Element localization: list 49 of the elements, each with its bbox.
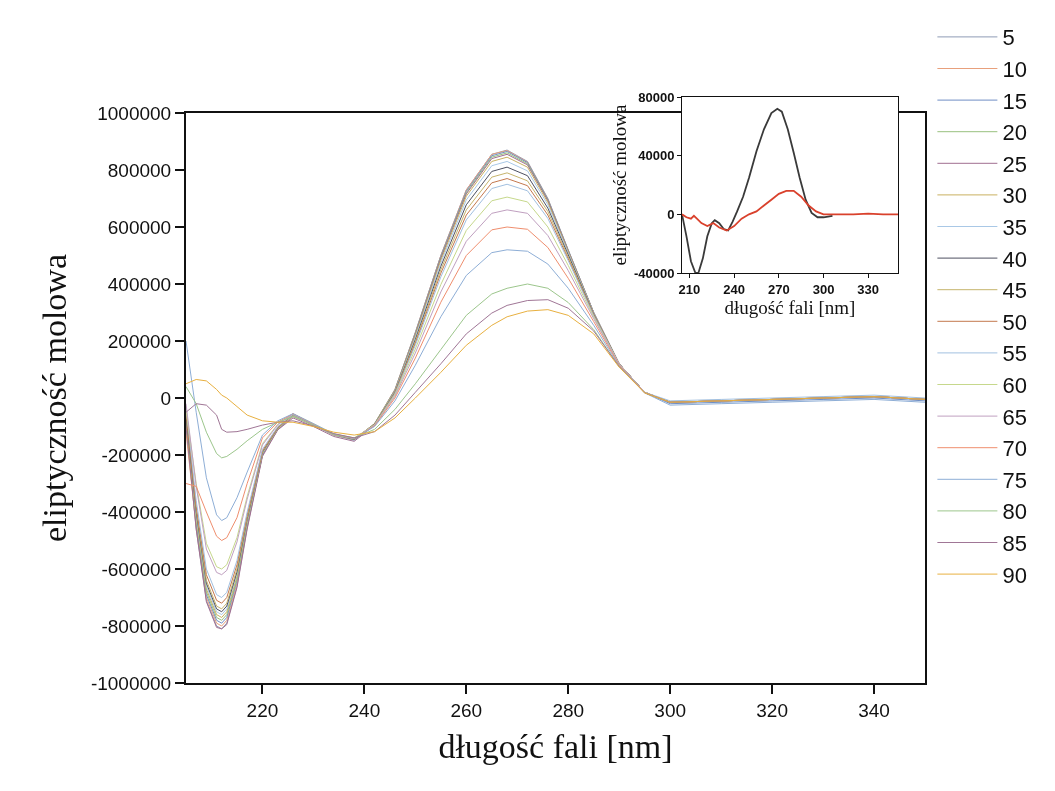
y-tick-label: 80000 bbox=[638, 89, 675, 105]
y-tick-label: 200000 bbox=[107, 330, 172, 352]
y-tick-label: -400000 bbox=[101, 501, 172, 523]
legend-label: 65 bbox=[1002, 404, 1027, 430]
y-tick-label: 800000 bbox=[107, 159, 172, 181]
legend-label: 60 bbox=[1002, 373, 1027, 399]
x-axis-title: długość fali [nm] bbox=[724, 296, 856, 318]
legend-label: 75 bbox=[1002, 467, 1027, 493]
y-tick-label: -1000000 bbox=[90, 672, 172, 694]
y-tick-label: 1000000 bbox=[97, 102, 172, 124]
legend-label: 35 bbox=[1002, 215, 1027, 241]
legend-label: 80 bbox=[1002, 499, 1027, 525]
x-tick-label: 300 bbox=[812, 281, 835, 297]
legend-label: 10 bbox=[1002, 57, 1027, 83]
x-tick-label: 280 bbox=[552, 699, 585, 721]
y-tick-label: 600000 bbox=[107, 216, 172, 238]
y-tick-label: 400000 bbox=[107, 273, 172, 295]
legend-label: 15 bbox=[1002, 88, 1027, 114]
legend-label: 5 bbox=[1002, 25, 1015, 51]
legend-label: 20 bbox=[1002, 120, 1027, 146]
x-axis-title: długość fali [nm] bbox=[438, 727, 673, 765]
legend-label: 25 bbox=[1002, 151, 1027, 177]
legend-label: 40 bbox=[1002, 246, 1027, 272]
x-tick-label: 220 bbox=[246, 699, 279, 721]
legend-label: 45 bbox=[1002, 278, 1027, 304]
x-tick-label: 260 bbox=[450, 699, 483, 721]
y-tick-label: -40000 bbox=[633, 265, 675, 281]
y-tick-label: 40000 bbox=[638, 148, 675, 164]
legend-label: 70 bbox=[1002, 436, 1027, 462]
y-tick-label: -800000 bbox=[101, 615, 172, 637]
x-tick-label: 270 bbox=[767, 281, 790, 297]
legend-label: 90 bbox=[1002, 562, 1027, 588]
x-tick-label: 330 bbox=[857, 281, 880, 297]
legend-label: 55 bbox=[1002, 341, 1027, 367]
x-tick-label: 240 bbox=[348, 699, 381, 721]
x-tick-label: 340 bbox=[858, 699, 890, 721]
y-tick-label: -200000 bbox=[101, 444, 172, 466]
x-tick-label: 210 bbox=[678, 281, 701, 297]
y-tick-label: -600000 bbox=[101, 558, 172, 580]
x-tick-label: 240 bbox=[723, 281, 745, 297]
y-axis-title: eliptyczność molowa bbox=[36, 254, 73, 542]
y-tick-label: 0 bbox=[667, 206, 675, 222]
y-tick-label: 0 bbox=[160, 387, 172, 409]
legend-label: 50 bbox=[1002, 309, 1027, 335]
x-tick-label: 320 bbox=[756, 699, 788, 721]
legend-label: 30 bbox=[1002, 183, 1027, 209]
x-tick-label: 300 bbox=[654, 699, 687, 721]
y-axis-title: eliptyczność molowa bbox=[608, 103, 630, 266]
legend-label: 85 bbox=[1002, 531, 1027, 557]
